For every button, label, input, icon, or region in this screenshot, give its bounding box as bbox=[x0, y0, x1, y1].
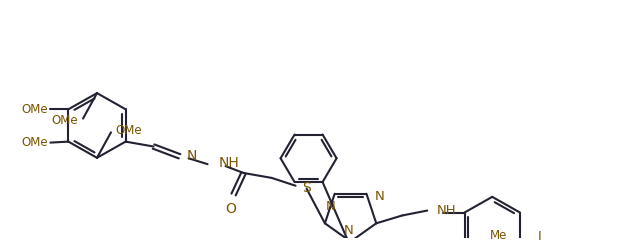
Text: Me: Me bbox=[489, 229, 507, 242]
Text: N: N bbox=[326, 200, 335, 213]
Text: N: N bbox=[344, 224, 353, 237]
Text: S: S bbox=[303, 181, 311, 195]
Text: NH: NH bbox=[219, 156, 240, 170]
Text: OMe: OMe bbox=[21, 136, 48, 149]
Text: NH: NH bbox=[436, 204, 456, 217]
Text: OMe: OMe bbox=[52, 114, 79, 127]
Text: N: N bbox=[187, 149, 197, 163]
Text: N: N bbox=[374, 190, 384, 203]
Text: I: I bbox=[538, 230, 542, 243]
Text: OMe: OMe bbox=[21, 103, 48, 116]
Text: OMe: OMe bbox=[116, 124, 142, 137]
Text: O: O bbox=[225, 202, 236, 216]
